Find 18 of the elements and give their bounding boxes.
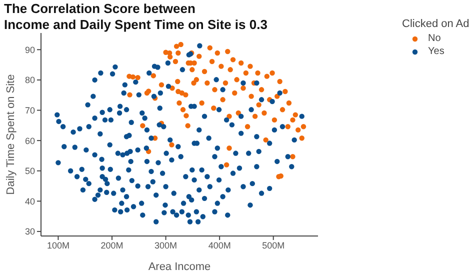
y-tick-label: 40 [24, 196, 35, 206]
x-tick-label: 500M [262, 240, 285, 250]
x-tick-label: 300M [154, 240, 178, 250]
y-tick-label: 80 [24, 75, 35, 86]
y-tick-label: 90 [24, 44, 35, 55]
legend-label: No [428, 33, 441, 44]
y-axis-title: Daily Time Spent on Site [4, 74, 17, 195]
y-tick-label: 50 [24, 166, 35, 176]
legend-label: Yes [428, 46, 444, 57]
y-tick-label: 70 [24, 105, 35, 116]
x-tick-label: 100M [46, 240, 70, 250]
chart-title: The Correlation Score between Income and Daily Spent Time on Site is 0.3 [4, 1, 268, 33]
x-tick-label: 200M [100, 240, 124, 250]
y-tick-label: 60 [24, 136, 35, 146]
y-tick-label: 30 [24, 226, 35, 237]
x-tick-label: 400M [208, 240, 231, 250]
x-axis-title: Area Income [148, 261, 211, 273]
legend-title: Clicked on Ad [402, 18, 470, 30]
